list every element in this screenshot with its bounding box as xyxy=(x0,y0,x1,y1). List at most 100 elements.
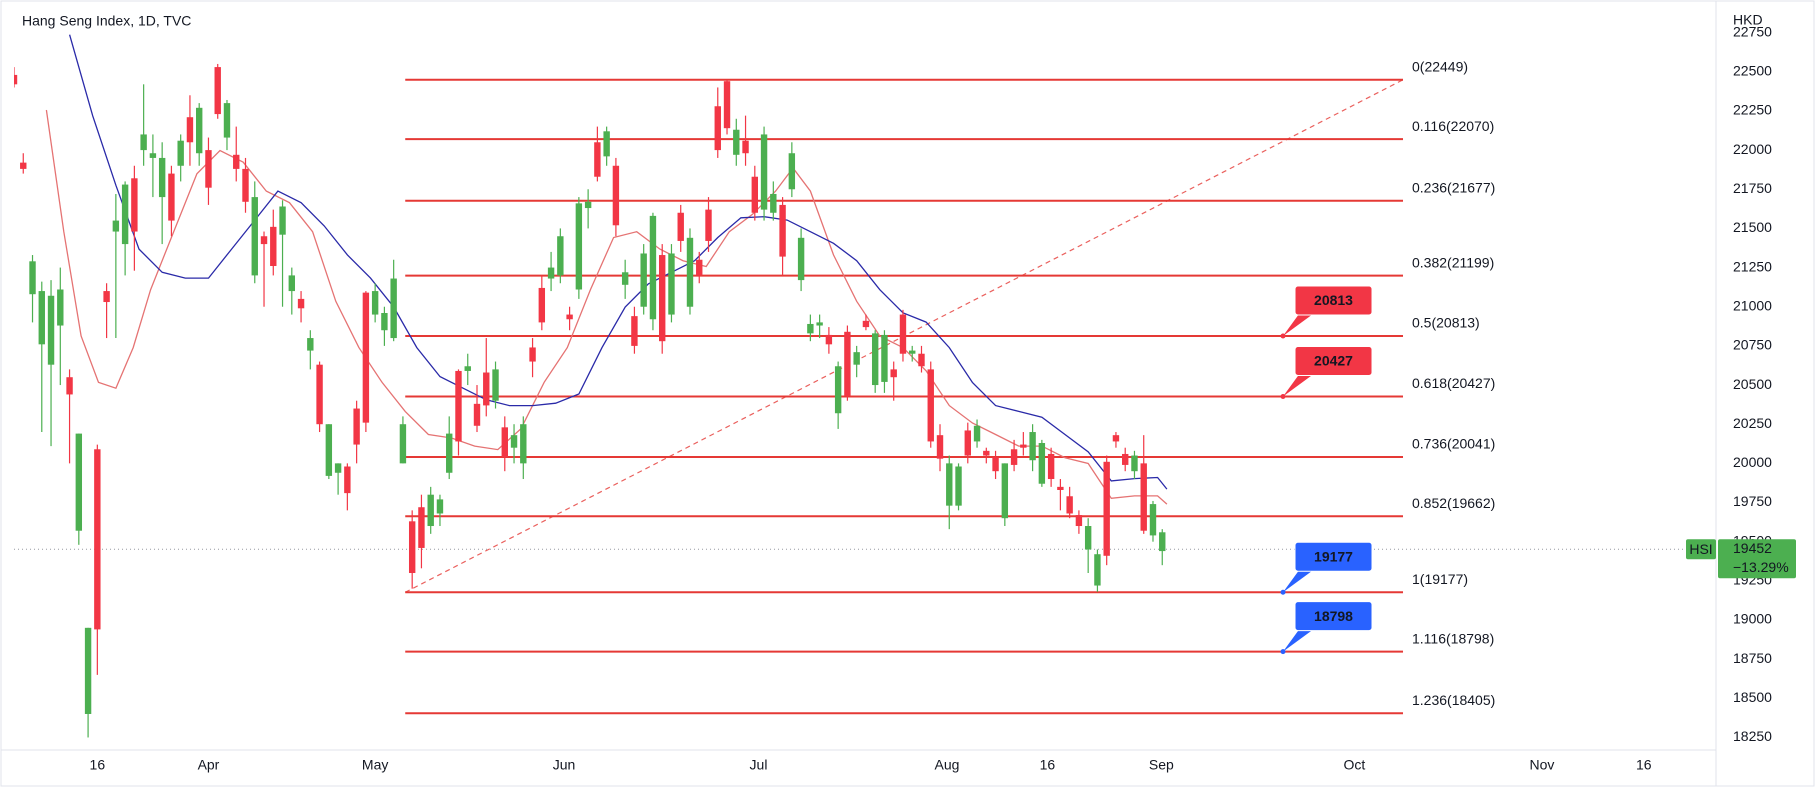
candle-body xyxy=(1122,453,1129,465)
y-tick-label: 22500 xyxy=(1733,62,1772,78)
candle-body xyxy=(131,178,138,232)
candle-body xyxy=(983,450,990,456)
callout-anchor xyxy=(1280,333,1286,339)
callout-anchor xyxy=(1280,589,1286,595)
candle-body xyxy=(121,184,129,245)
candle-body xyxy=(751,176,759,213)
candle-body xyxy=(668,253,675,315)
candle-body xyxy=(964,430,971,456)
candle-body xyxy=(584,201,592,209)
candle-body xyxy=(890,369,897,378)
y-tick-label: 18750 xyxy=(1733,650,1772,666)
x-tick-label: Jul xyxy=(750,757,768,773)
candle-body xyxy=(473,403,481,426)
candle-body xyxy=(705,209,712,241)
candle-body xyxy=(418,507,425,548)
candle-body xyxy=(140,134,147,151)
callout-pointer xyxy=(1283,314,1314,337)
candle-body xyxy=(177,140,184,166)
candle-body xyxy=(436,499,444,514)
callout-label: 19177 xyxy=(1314,548,1353,564)
fib-level-label: 0.116(22070) xyxy=(1412,118,1494,134)
candle-body xyxy=(288,275,296,292)
fib-level-label: 1.236(18405) xyxy=(1412,692,1495,708)
candle-body xyxy=(1112,435,1120,442)
candle-body xyxy=(927,369,934,442)
candle-body xyxy=(1057,486,1064,490)
callout-box xyxy=(1294,285,1373,316)
candle-body xyxy=(14,74,18,85)
x-tick-label: Aug xyxy=(934,757,959,773)
x-tick-label: Sep xyxy=(1149,757,1174,773)
candle-body xyxy=(733,129,740,155)
candle-body xyxy=(233,154,240,169)
candle-body xyxy=(520,424,527,464)
candle-body xyxy=(94,449,101,630)
candle-body xyxy=(621,272,629,285)
candle-body xyxy=(353,408,360,445)
candle-body xyxy=(112,220,120,232)
candle-body xyxy=(446,433,453,473)
candle-body xyxy=(575,203,583,290)
candle-body xyxy=(1140,463,1147,531)
y-tick-label: 19000 xyxy=(1733,611,1772,627)
candle-body xyxy=(223,103,231,138)
y-tick-label: 18500 xyxy=(1733,689,1772,705)
candle-body xyxy=(797,237,805,281)
candle-body xyxy=(242,168,249,202)
candle-body xyxy=(483,372,490,406)
candle-body xyxy=(390,278,397,339)
candle-body xyxy=(760,134,768,210)
y-tick-label: 20500 xyxy=(1733,376,1772,392)
x-tick-label: 16 xyxy=(90,757,106,773)
candle-body xyxy=(594,142,601,177)
candle-body xyxy=(871,333,879,386)
candle-body xyxy=(260,236,268,245)
candle-body xyxy=(1020,444,1027,448)
candle-body xyxy=(992,457,999,472)
candle-body xyxy=(816,322,823,326)
candle-body xyxy=(334,463,342,473)
candle-body xyxy=(196,107,203,154)
candle-body xyxy=(205,150,212,188)
candle-body xyxy=(371,291,379,315)
candle-body xyxy=(381,312,388,331)
callout-pointer xyxy=(1283,570,1314,593)
candle-body xyxy=(149,153,157,158)
callout-anchor xyxy=(1280,649,1286,655)
fib-level-label: 0.382(21199) xyxy=(1412,254,1494,270)
fib-level-label: 0.736(20041) xyxy=(1412,436,1495,452)
last-price-change: −13.29% xyxy=(1733,559,1789,575)
last-price-value: 19452 xyxy=(1733,540,1772,556)
candle-body xyxy=(1029,432,1036,461)
candle-body xyxy=(1131,455,1138,472)
candle-body xyxy=(362,292,370,423)
candle-body xyxy=(251,197,258,276)
fib-level-label: 0(22449) xyxy=(1412,58,1468,74)
fib-level-label: 0.236(21677) xyxy=(1412,179,1495,195)
callout-label: 18798 xyxy=(1314,608,1353,624)
candle-body xyxy=(1084,526,1092,550)
candle-body xyxy=(510,435,518,448)
candle-body xyxy=(325,424,333,476)
candle-body xyxy=(47,295,55,365)
candle-body xyxy=(825,334,833,345)
candle-body xyxy=(538,287,546,323)
candle-body xyxy=(427,494,434,527)
candle-body xyxy=(297,298,305,309)
x-tick-label: Apr xyxy=(198,757,220,773)
candle-body xyxy=(279,206,286,235)
candle-body xyxy=(742,140,749,154)
y-tick-label: 22000 xyxy=(1733,141,1772,157)
currency-label: HKD xyxy=(1733,12,1763,28)
candle-body xyxy=(66,377,73,395)
y-tick-label: 20250 xyxy=(1733,415,1772,431)
candle-body xyxy=(557,236,564,276)
callout-pointer xyxy=(1283,374,1314,397)
candle-body xyxy=(270,226,277,267)
candle-body xyxy=(899,314,907,354)
candle-body xyxy=(1094,554,1101,586)
candle-body xyxy=(677,212,684,241)
candle-body xyxy=(714,106,721,151)
